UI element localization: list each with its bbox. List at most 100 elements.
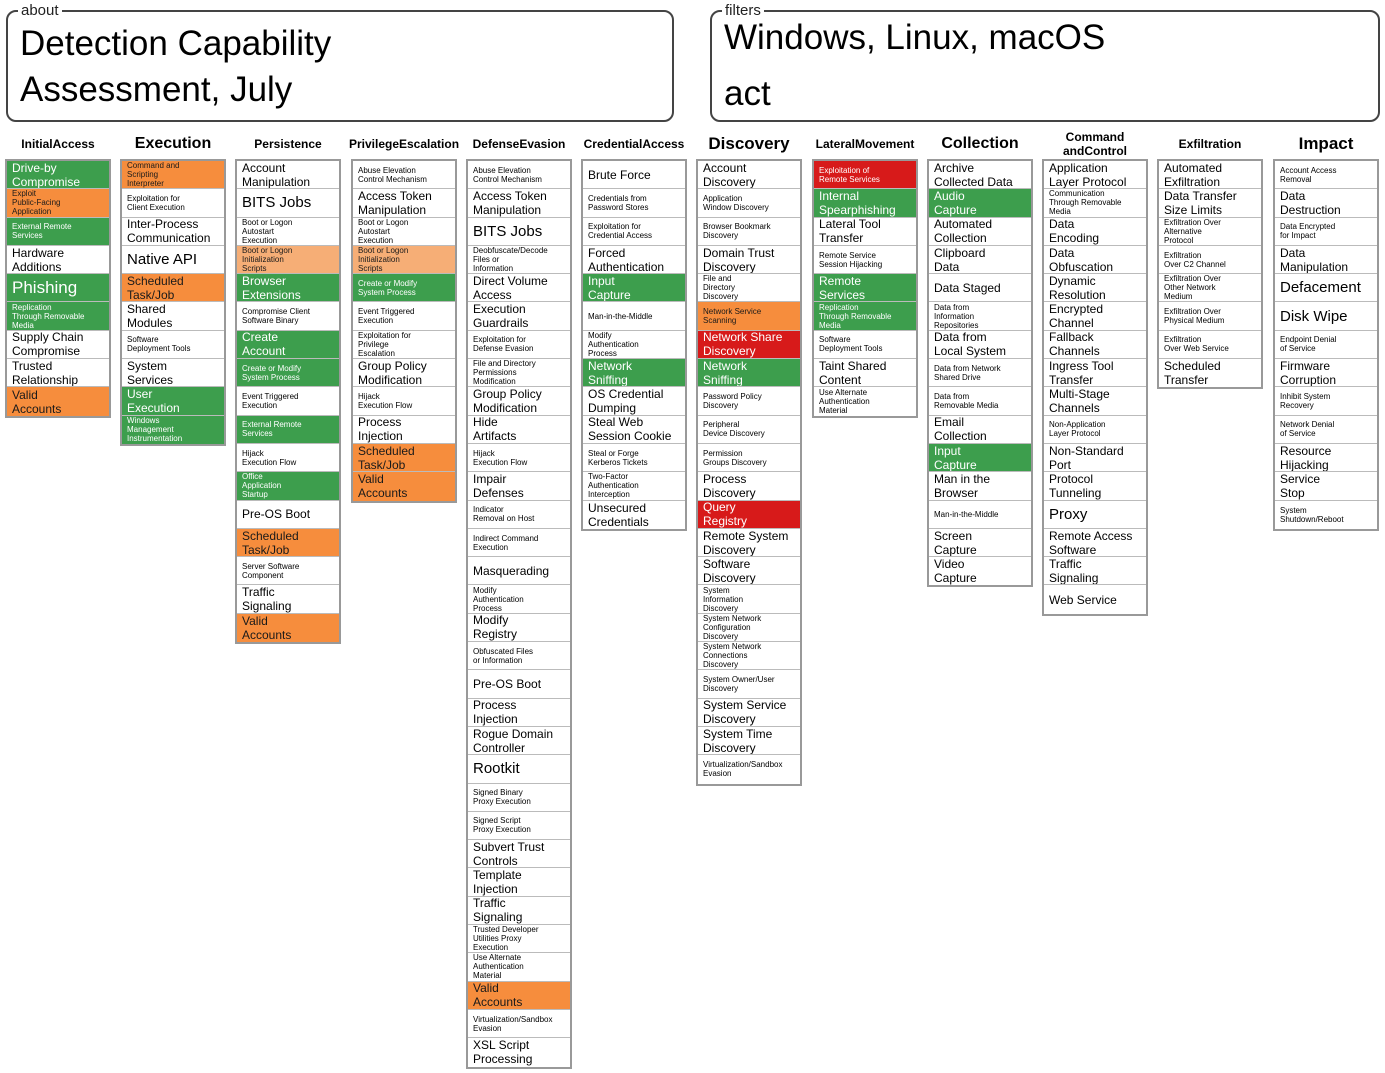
technique-cell-network-sniffing[interactable]: Network Sniffing	[583, 359, 685, 388]
technique-cell-data-from-information-repositories[interactable]: Data from Information Repositories	[929, 302, 1031, 331]
technique-cell-input-capture[interactable]: Input Capture	[583, 274, 685, 303]
technique-cell-rogue-domain-controller[interactable]: Rogue Domain Controller	[468, 727, 570, 756]
technique-cell-input-capture[interactable]: Input Capture	[929, 443, 1031, 473]
technique-cell-browser-bookmark-discovery[interactable]: Browser Bookmark Discovery	[698, 218, 800, 246]
technique-cell-supply-chain-compromise[interactable]: Supply Chain Compromise	[7, 331, 109, 360]
technique-cell-indirect-command-execution[interactable]: Indirect Command Execution	[468, 529, 570, 558]
technique-cell-audio-capture[interactable]: Audio Capture	[929, 189, 1031, 218]
technique-cell-clipboard-data[interactable]: Clipboard Data	[929, 246, 1031, 275]
technique-cell-non-application-layer-protocol[interactable]: Non-Application Layer Protocol	[1044, 416, 1146, 444]
technique-cell-bits-jobs[interactable]: BITS Jobs	[468, 218, 570, 246]
technique-cell-encrypted-channel[interactable]: Encrypted Channel	[1044, 302, 1146, 331]
technique-cell-file-and-directory-permissions-modification[interactable]: File and Directory Permissions Modificatio…	[468, 359, 570, 388]
technique-cell-network-sniffing[interactable]: Network Sniffing	[698, 359, 800, 388]
tactic-header[interactable]: Execution	[134, 135, 212, 152]
tactic-header[interactable]: Exfiltration	[1178, 137, 1242, 151]
technique-cell-man-in-the-middle[interactable]: Man-in-the-Middle	[929, 501, 1031, 529]
technique-cell-compromise-client-software-binary[interactable]: Compromise Client Software Binary	[237, 302, 339, 331]
technique-cell-valid-accounts[interactable]: Valid Accounts	[237, 613, 339, 643]
technique-cell-inter-process-communication[interactable]: Inter-Process Communication	[122, 218, 224, 246]
technique-cell-automated-exfiltration[interactable]: Automated Exfiltration	[1159, 161, 1261, 190]
technique-cell-hardware-additions[interactable]: Hardware Additions	[7, 246, 109, 275]
technique-cell-data-from-network-shared-drive[interactable]: Data from Network Shared Drive	[929, 359, 1031, 388]
technique-cell-forced-authentication[interactable]: Forced Authentication	[583, 246, 685, 275]
technique-cell-data-from-local-system[interactable]: Data from Local System	[929, 331, 1031, 360]
technique-cell-virtualization-sandbox-evasion[interactable]: Virtualization/Sandbox Evasion	[703, 760, 783, 779]
technique-cell-virtualization-sandbox-evasion[interactable]: Virtualization/Sandbox Evasion	[468, 1010, 570, 1039]
technique-cell-subvert-trust-controls[interactable]: Subvert Trust Controls	[468, 840, 570, 869]
technique-cell-disk-wipe[interactable]: Disk Wipe	[1275, 302, 1377, 331]
technique-cell-hijack-execution-flow[interactable]: Hijack Execution Flow	[353, 387, 455, 416]
technique-cell-archive-collected-data[interactable]: Archive Collected Data	[929, 161, 1031, 190]
technique-cell-hijack-execution-flow[interactable]: Hijack Execution Flow	[468, 444, 570, 473]
technique-cell-data-encrypted-for-impact[interactable]: Data Encrypted for Impact	[1275, 218, 1377, 246]
technique-cell-boot-or-logon-autostart-execution[interactable]: Boot or Logon Autostart Execution	[237, 218, 339, 246]
technique-cell-access-token-manipulation[interactable]: Access Token Manipulation	[353, 189, 455, 218]
technique-cell-system-network-configuration-discovery[interactable]: System Network Configuration Discovery	[698, 614, 800, 643]
technique-cell-scheduled-transfer[interactable]: Scheduled Transfer	[1164, 359, 1221, 388]
technique-cell-fallback-channels[interactable]: Fallback Channels	[1044, 331, 1146, 360]
technique-cell-create-account[interactable]: Create Account	[237, 330, 339, 360]
technique-cell-system-owner-user-discovery[interactable]: System Owner/User Discovery	[698, 670, 800, 699]
technique-cell-exfiltration-over-alternative-protocol[interactable]: Exfiltration Over Alternative Protocol	[1159, 218, 1261, 246]
technique-cell-domain-trust-discovery[interactable]: Domain Trust Discovery	[698, 246, 800, 275]
technique-cell-browser-extensions[interactable]: Browser Extensions	[237, 274, 339, 303]
tactic-header[interactable]: Collection	[941, 135, 1019, 152]
technique-cell-data-transfer-size-limits[interactable]: Data Transfer Size Limits	[1159, 189, 1261, 218]
technique-cell-modify-registry[interactable]: Modify Registry	[468, 614, 570, 643]
technique-cell-scheduled-task-job[interactable]: Scheduled Task/Job	[353, 443, 455, 473]
technique-cell-modify-authentication-process[interactable]: Modify Authentication Process	[468, 585, 570, 614]
technique-cell-dynamic-resolution[interactable]: Dynamic Resolution	[1044, 274, 1146, 303]
technique-cell-exploitation-for-privilege-escalation[interactable]: Exploitation for Privilege Escalation	[353, 331, 455, 360]
technique-cell-event-triggered-execution[interactable]: Event Triggered Execution	[353, 302, 455, 331]
technique-cell-exfiltration-over-other-network-medium[interactable]: Exfiltration Over Other Network Medium	[1159, 274, 1261, 303]
technique-cell-access-token-manipulation[interactable]: Access Token Manipulation	[468, 189, 570, 218]
technique-cell-hijack-execution-flow[interactable]: Hijack Execution Flow	[237, 444, 339, 473]
technique-cell-credentials-from-password-stores[interactable]: Credentials from Password Stores	[583, 189, 685, 218]
technique-cell-traffic-signaling[interactable]: Traffic Signaling	[237, 585, 339, 614]
technique-cell-template-injection[interactable]: Template Injection	[468, 868, 570, 897]
technique-cell-network-share-discovery[interactable]: Network Share Discovery	[698, 330, 800, 360]
technique-cell-two-factor-authentication-interception[interactable]: Two-Factor Authentication Interception	[583, 472, 685, 501]
technique-cell-boot-or-logon-autostart-execution[interactable]: Boot or Logon Autostart Execution	[353, 218, 455, 246]
technique-cell-peripheral-device-discovery[interactable]: Peripheral Device Discovery	[698, 416, 800, 444]
technique-cell-permission-groups-discovery[interactable]: Permission Groups Discovery	[698, 444, 800, 473]
technique-cell-scheduled-task-job[interactable]: Scheduled Task/Job	[237, 528, 339, 558]
technique-cell-screen-capture[interactable]: Screen Capture	[929, 529, 1031, 558]
technique-cell-inhibit-system-recovery[interactable]: Inhibit System Recovery	[1275, 387, 1377, 416]
technique-cell-group-policy-modification[interactable]: Group Policy Modification	[353, 359, 455, 388]
technique-cell-pre-os-boot[interactable]: Pre-OS Boot	[468, 670, 570, 699]
technique-cell-file-and-directory-discovery[interactable]: File and Directory Discovery	[698, 274, 800, 303]
technique-cell-software-deployment-tools[interactable]: Software Deployment Tools	[122, 331, 224, 360]
technique-cell-system-time-discovery[interactable]: System Time Discovery	[698, 727, 800, 756]
technique-cell-command-and-scripting-interpreter[interactable]: Command and Scripting Interpreter	[122, 161, 224, 190]
technique-cell-deobfuscate-decode-files-or-information[interactable]: Deobfuscate/Decode Files or Information	[468, 246, 570, 275]
technique-cell-native-api[interactable]: Native API	[122, 246, 224, 275]
technique-cell-network-service-scanning[interactable]: Network Service Scanning	[698, 302, 800, 331]
tactic-header[interactable]: Persistence	[254, 137, 322, 151]
technique-cell-hide-artifacts[interactable]: Hide Artifacts	[468, 416, 570, 444]
technique-cell-exfiltration-over-web-service[interactable]: Exfiltration Over Web Service	[1159, 331, 1261, 360]
technique-cell-process-injection[interactable]: Process Injection	[353, 416, 455, 444]
technique-cell-brute-force[interactable]: Brute Force	[583, 161, 685, 190]
technique-cell-signed-binary-proxy-execution[interactable]: Signed Binary Proxy Execution	[468, 784, 570, 812]
technique-cell-abuse-elevation-control-mechanism[interactable]: Abuse Elevation Control Mechanism	[468, 161, 570, 190]
technique-cell-scheduled-task-job[interactable]: Scheduled Task/Job	[122, 274, 224, 303]
technique-cell-indicator-removal-on-host[interactable]: Indicator Removal on Host	[468, 501, 570, 529]
technique-cell-direct-volume-access[interactable]: Direct Volume Access	[468, 274, 570, 303]
technique-cell-exfiltration-over-physical-medium[interactable]: Exfiltration Over Physical Medium	[1159, 302, 1261, 331]
technique-cell-multi-stage-channels[interactable]: Multi-Stage Channels	[1044, 387, 1146, 416]
technique-cell-data-staged[interactable]: Data Staged	[929, 274, 1031, 303]
technique-cell-remote-system-discovery[interactable]: Remote System Discovery	[698, 529, 800, 558]
technique-cell-bits-jobs[interactable]: BITS Jobs	[237, 189, 339, 218]
technique-cell-valid-accounts[interactable]: Valid Accounts	[7, 387, 109, 416]
technique-cell-trusted-developer-utilities-proxy-execution[interactable]: Trusted Developer Utilities Proxy Executio…	[468, 925, 570, 954]
technique-cell-user-execution[interactable]: User Execution	[122, 387, 224, 416]
technique-cell-taint-shared-content[interactable]: Taint Shared Content	[814, 359, 916, 388]
technique-cell-external-remote-services[interactable]: External Remote Services	[237, 415, 339, 444]
technique-cell-data-obfuscation[interactable]: Data Obfuscation	[1044, 246, 1146, 275]
technique-cell-resource-hijacking[interactable]: Resource Hijacking	[1275, 444, 1377, 473]
technique-cell-use-alternate-authentication-material[interactable]: Use Alternate Authentication Material	[819, 388, 870, 416]
technique-cell-data-destruction[interactable]: Data Destruction	[1275, 189, 1377, 218]
technique-cell-replication-through-removable-media[interactable]: Replication Through Removable Media	[7, 302, 109, 331]
